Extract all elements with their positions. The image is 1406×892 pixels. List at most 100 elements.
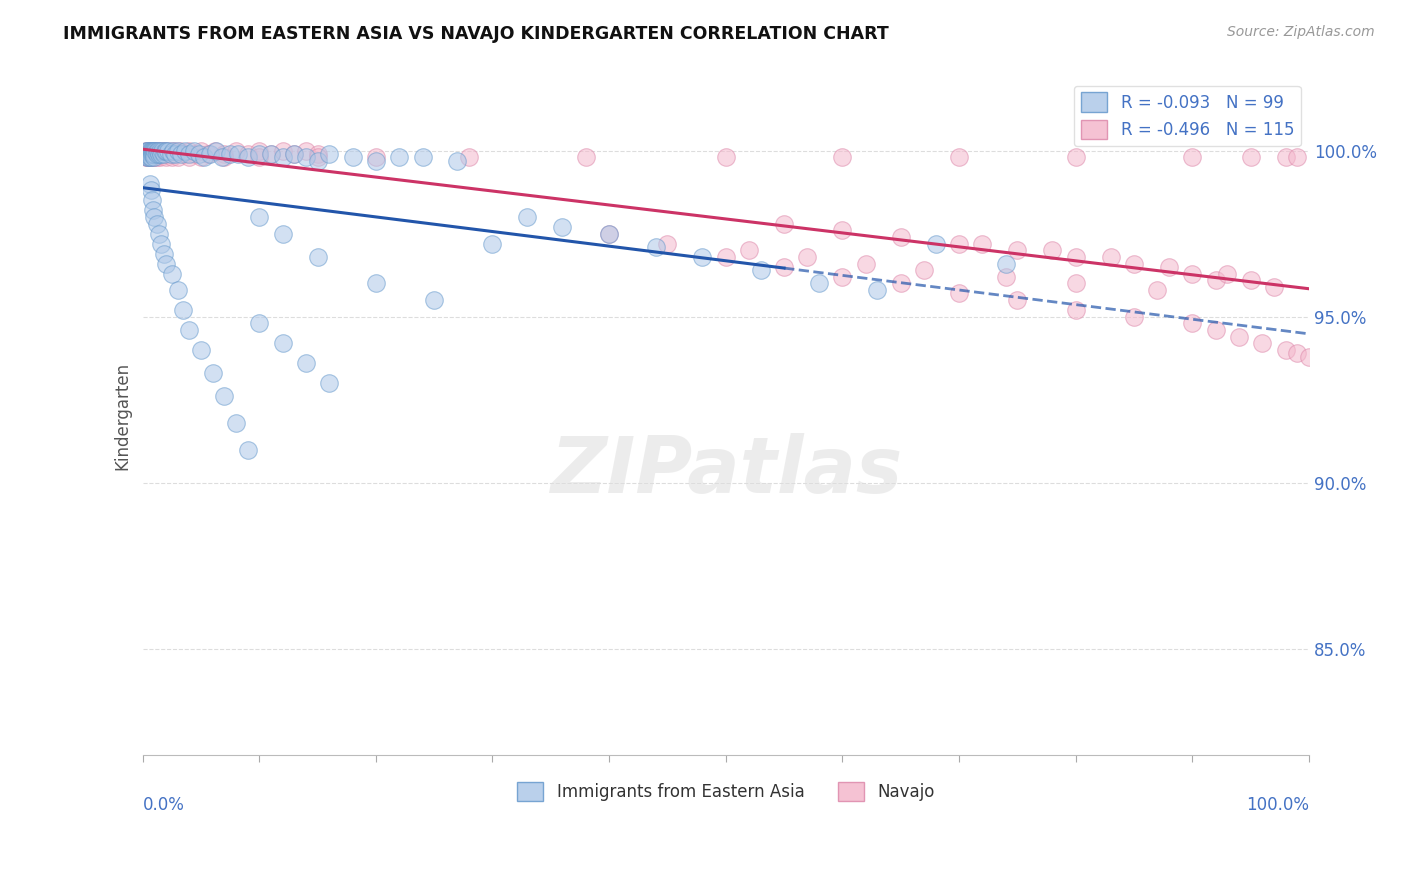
Point xyxy=(1181,316,1204,330)
Point xyxy=(912,263,935,277)
Point xyxy=(219,147,242,161)
Point xyxy=(773,260,796,274)
Point xyxy=(135,147,157,161)
Point xyxy=(1064,250,1087,264)
Point xyxy=(149,147,172,161)
Point xyxy=(138,144,160,158)
Point xyxy=(364,277,387,291)
Point xyxy=(283,147,305,161)
Point xyxy=(1146,283,1168,297)
Point xyxy=(692,250,714,264)
Point xyxy=(139,150,162,164)
Point xyxy=(190,144,212,158)
Point xyxy=(149,144,172,158)
Point xyxy=(204,144,226,158)
Point xyxy=(236,442,259,457)
Point xyxy=(190,343,212,357)
Point xyxy=(145,144,167,158)
Point xyxy=(644,240,666,254)
Point xyxy=(197,147,219,161)
Point xyxy=(138,150,160,164)
Point xyxy=(1099,250,1122,264)
Point xyxy=(446,153,468,168)
Point xyxy=(271,150,294,164)
Point xyxy=(714,250,737,264)
Point xyxy=(148,227,170,241)
Point xyxy=(183,147,205,161)
Point xyxy=(1181,267,1204,281)
Point xyxy=(138,144,160,158)
Point xyxy=(307,250,329,264)
Point xyxy=(1007,244,1029,258)
Point xyxy=(295,150,318,164)
Point xyxy=(225,416,247,430)
Point xyxy=(749,263,772,277)
Point xyxy=(481,236,503,251)
Point xyxy=(136,150,159,164)
Point xyxy=(159,147,181,161)
Point xyxy=(201,366,224,380)
Point xyxy=(271,336,294,351)
Point xyxy=(135,147,157,161)
Point xyxy=(162,144,184,158)
Text: 100.0%: 100.0% xyxy=(1246,796,1309,814)
Point xyxy=(135,150,157,164)
Point xyxy=(141,147,163,161)
Point xyxy=(187,147,209,161)
Point xyxy=(166,144,188,158)
Point xyxy=(141,144,163,158)
Point xyxy=(155,144,177,158)
Point xyxy=(1263,280,1285,294)
Point xyxy=(1042,244,1064,258)
Point xyxy=(890,230,912,244)
Legend: Immigrants from Eastern Asia, Navajo: Immigrants from Eastern Asia, Navajo xyxy=(510,775,942,808)
Point xyxy=(295,144,318,158)
Point xyxy=(247,316,270,330)
Point xyxy=(145,147,167,161)
Point xyxy=(152,246,174,260)
Point xyxy=(138,144,160,158)
Point xyxy=(179,144,201,158)
Point xyxy=(142,147,165,161)
Point xyxy=(148,144,170,158)
Point xyxy=(166,150,188,164)
Point xyxy=(1123,310,1146,324)
Point xyxy=(138,150,160,164)
Point xyxy=(183,144,205,158)
Point xyxy=(148,147,170,161)
Point xyxy=(139,150,162,164)
Point xyxy=(150,147,173,161)
Point xyxy=(138,150,160,164)
Point xyxy=(236,147,259,161)
Point xyxy=(142,147,165,161)
Point xyxy=(318,147,340,161)
Point xyxy=(714,150,737,164)
Point xyxy=(307,147,329,161)
Point xyxy=(157,144,180,158)
Point xyxy=(143,147,166,161)
Point xyxy=(247,144,270,158)
Point xyxy=(212,389,235,403)
Point xyxy=(150,147,173,161)
Point xyxy=(155,256,177,270)
Point xyxy=(139,144,162,158)
Point xyxy=(179,150,201,164)
Point xyxy=(193,150,215,164)
Y-axis label: Kindergarten: Kindergarten xyxy=(114,362,131,470)
Point xyxy=(247,150,270,164)
Point xyxy=(948,236,970,251)
Point xyxy=(136,144,159,158)
Point xyxy=(149,150,172,164)
Point xyxy=(247,147,270,161)
Point xyxy=(142,144,165,158)
Point xyxy=(211,150,233,164)
Point xyxy=(153,144,176,158)
Point xyxy=(994,256,1017,270)
Point xyxy=(1216,267,1239,281)
Point xyxy=(260,147,283,161)
Point xyxy=(948,286,970,301)
Point xyxy=(152,144,174,158)
Point xyxy=(138,177,160,191)
Point xyxy=(136,147,159,161)
Point xyxy=(890,277,912,291)
